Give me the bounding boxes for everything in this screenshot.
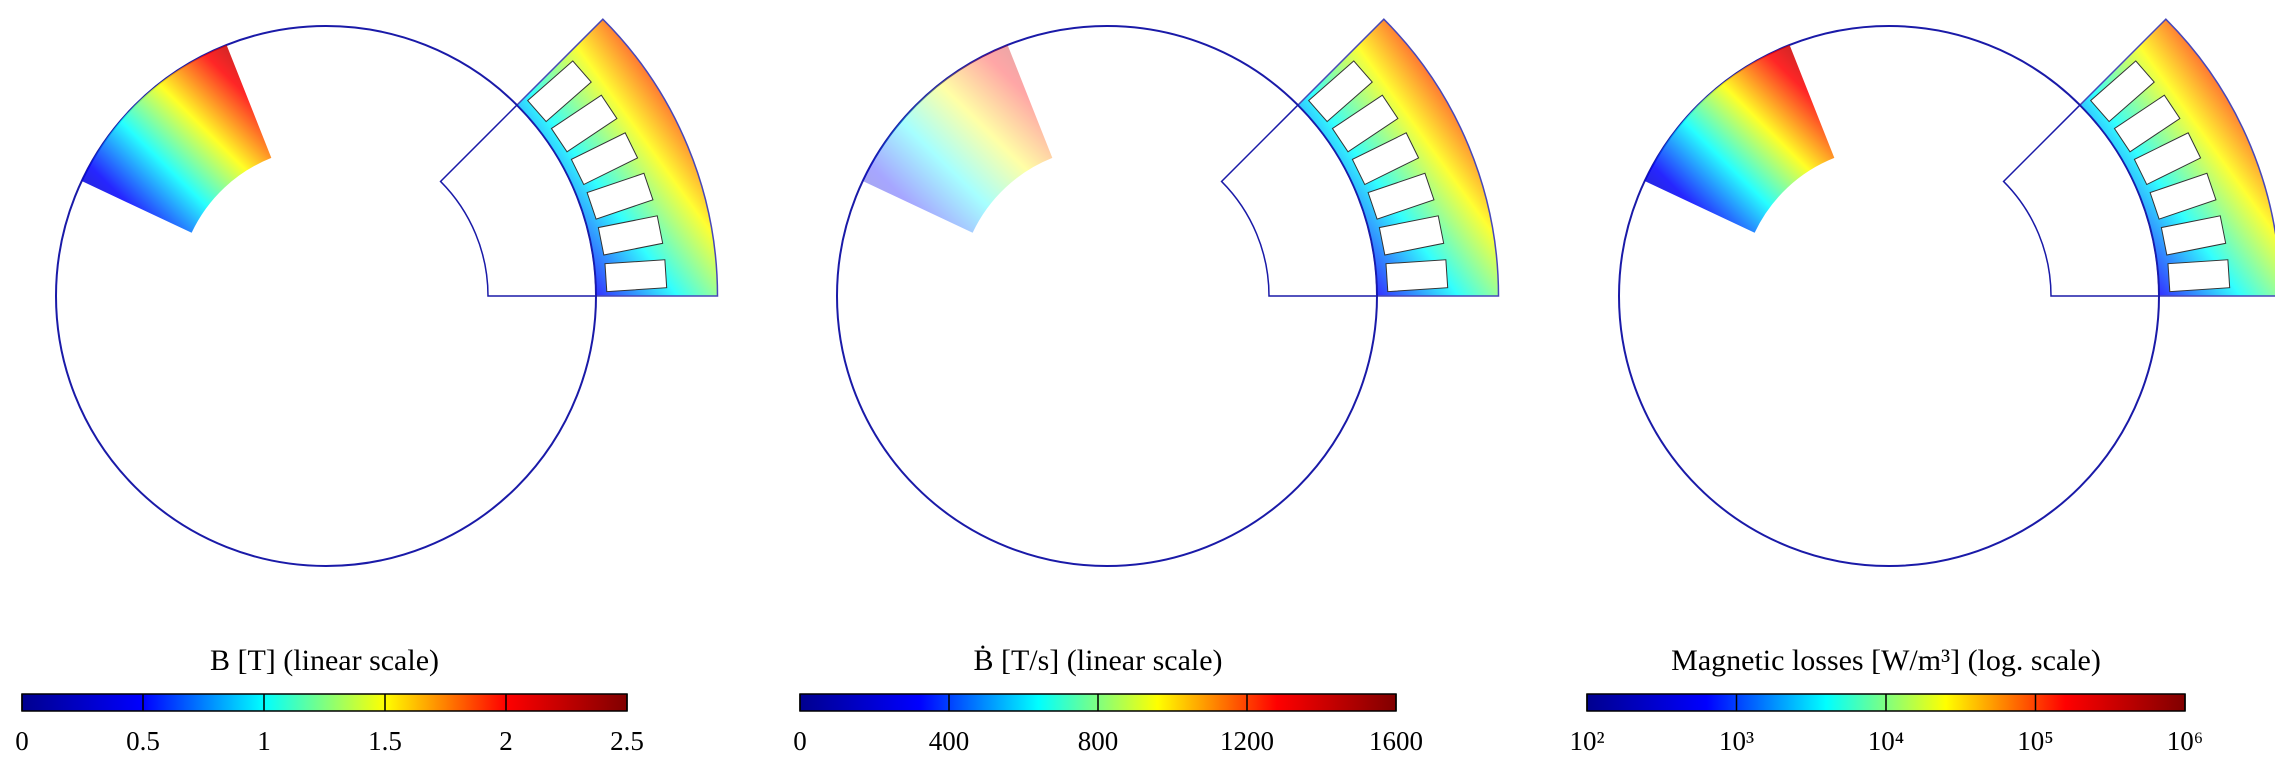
- stator-slot: [1378, 215, 1445, 256]
- stator-slot: [550, 94, 618, 153]
- tick-label: 1200: [1220, 726, 1274, 756]
- stator-slot: [1331, 94, 1399, 153]
- stator-slot: [597, 215, 664, 256]
- tick-label: 400: [929, 726, 970, 756]
- colorbar: [21, 693, 628, 712]
- tick-label: 2: [499, 726, 513, 756]
- colorbar-title: Magnetic losses [W/m³] (log. scale): [1671, 644, 2101, 677]
- tick-label: 0: [793, 726, 807, 756]
- stator-slot: [2133, 132, 2202, 186]
- stator-slot: [2089, 60, 2155, 123]
- stator-slot: [526, 60, 592, 123]
- stator-slot: [586, 172, 654, 220]
- stator-slot: [1367, 172, 1435, 220]
- tick-label: 1: [257, 726, 271, 756]
- stator-slot: [1351, 132, 1420, 186]
- tick-label: 10²: [1569, 726, 1604, 756]
- rotor-field: [81, 44, 272, 233]
- tick-label: 2.5: [610, 726, 644, 756]
- colorbar-title: B [T] (linear scale): [210, 644, 439, 677]
- tick-label: 0: [15, 726, 29, 756]
- stator-slot: [2149, 172, 2217, 220]
- stator-slot: [2160, 215, 2227, 256]
- stator-slot: [1307, 60, 1373, 123]
- tick-label: 1.5: [368, 726, 402, 756]
- tick-label: 1600: [1369, 726, 1423, 756]
- tick-label: 10⁴: [1868, 726, 1904, 756]
- tick-label: 10⁵: [2017, 726, 2053, 756]
- rotor-field: [862, 44, 1053, 233]
- rotor-field: [1644, 44, 1835, 233]
- tick-label: 800: [1078, 726, 1119, 756]
- stator-slot: [2167, 259, 2231, 293]
- stator-slot: [570, 132, 639, 186]
- stator-slot: [2113, 94, 2181, 153]
- tick-label: 10⁶: [2167, 726, 2203, 756]
- stator-slot: [604, 259, 668, 293]
- tick-label: 0.5: [126, 726, 160, 756]
- stator-slot: [1385, 259, 1449, 293]
- tick-label: 10³: [1719, 726, 1754, 756]
- colorbar-title: Ḃ [T/s] (linear scale): [973, 644, 1222, 677]
